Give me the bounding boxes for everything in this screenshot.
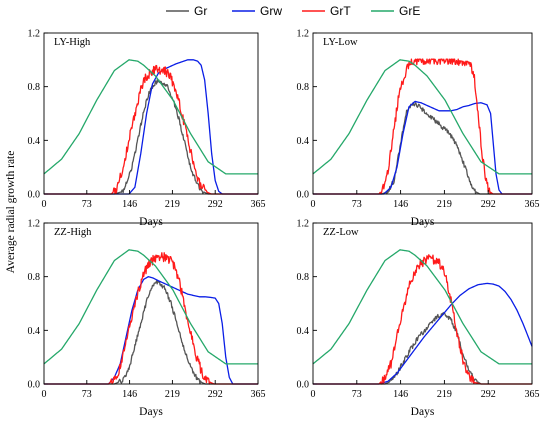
x-axis-label: Days bbox=[139, 216, 163, 228]
x-tick-label: 219 bbox=[437, 389, 452, 400]
x-axis-label: Days bbox=[139, 406, 163, 418]
x-tick-label: 292 bbox=[208, 389, 223, 400]
panels: 0 73 146 219 292 365 0.0 0.4 0.8 1.2 LY-High Days 0 7… bbox=[28, 29, 540, 419]
plot-frame bbox=[43, 32, 259, 195]
x-tick-label: 292 bbox=[208, 199, 223, 210]
x-tick-label: 292 bbox=[481, 199, 496, 210]
legend-label: Gr bbox=[194, 4, 207, 18]
x-tick-label: 146 bbox=[393, 199, 408, 210]
y-tick-label: 0.4 bbox=[297, 136, 310, 147]
y-tick-label: 1.2 bbox=[297, 219, 310, 230]
series-line-gr bbox=[312, 101, 533, 195]
x-axis-label: Days bbox=[411, 216, 435, 228]
legend: Gr Grw GrT GrE bbox=[166, 4, 420, 18]
x-tick-label: 365 bbox=[525, 199, 540, 210]
panel-title: ZZ-High bbox=[54, 227, 92, 238]
panel-title: ZZ-Low bbox=[323, 227, 359, 238]
panel-ly-low: 0 73 146 219 292 365 0.0 0.4 0.8 1.2 LY-Low Days bbox=[297, 29, 540, 229]
series-line-gr bbox=[43, 280, 259, 385]
x-tick-label: 0 bbox=[311, 199, 316, 210]
panel-zz-low: 0 73 146 219 292 365 0.0 0.4 0.8 1.2 ZZ-Low Days bbox=[297, 219, 540, 419]
legend-item-gre: GrE bbox=[371, 4, 420, 18]
x-tick-label: 292 bbox=[481, 389, 496, 400]
x-axis-label: Days bbox=[411, 406, 435, 418]
series-line-grw bbox=[312, 100, 533, 195]
x-tick-label: 365 bbox=[251, 389, 266, 400]
legend-label: GrE bbox=[399, 4, 420, 18]
series-line-grw bbox=[43, 276, 259, 385]
x-tick-label: 0 bbox=[311, 389, 316, 400]
y-tick-label: 0.8 bbox=[297, 82, 310, 93]
y-tick-label: 0.8 bbox=[297, 272, 310, 283]
x-tick-label: 365 bbox=[525, 389, 540, 400]
x-tick-label: 73 bbox=[82, 199, 92, 210]
x-tick-label: 146 bbox=[122, 389, 137, 400]
x-tick-label: 219 bbox=[437, 199, 452, 210]
x-tick-label: 0 bbox=[42, 199, 47, 210]
x-tick-label: 73 bbox=[82, 389, 92, 400]
series-line-gr bbox=[43, 79, 259, 195]
panel-title: LY-Low bbox=[323, 37, 358, 48]
plot-frame bbox=[312, 32, 533, 195]
series-line-gre bbox=[312, 59, 533, 175]
plot-frame bbox=[43, 222, 259, 385]
x-tick-label: 146 bbox=[122, 199, 137, 210]
y-tick-label: 0.8 bbox=[28, 272, 41, 283]
panel-zz-high: 0 73 146 219 292 365 0.0 0.4 0.8 1.2 ZZ-High Days bbox=[28, 219, 266, 419]
y-tick-label: 0.0 bbox=[297, 190, 310, 201]
legend-label: Grw bbox=[260, 4, 282, 18]
y-axis-label: Average radial growth rate bbox=[5, 151, 17, 274]
x-tick-label: 0 bbox=[42, 389, 47, 400]
series-line-gr bbox=[312, 311, 533, 385]
x-tick-label: 219 bbox=[165, 199, 180, 210]
y-tick-label: 1.2 bbox=[28, 29, 41, 40]
y-tick-label: 0.4 bbox=[28, 326, 41, 337]
y-tick-label: 0.0 bbox=[28, 380, 41, 391]
x-tick-label: 146 bbox=[393, 389, 408, 400]
y-tick-label: 0.4 bbox=[28, 136, 41, 147]
x-tick-label: 365 bbox=[251, 199, 266, 210]
y-tick-label: 0.4 bbox=[297, 326, 310, 337]
plot-frame bbox=[312, 222, 533, 385]
series-line-grt bbox=[312, 254, 533, 385]
y-tick-label: 0.0 bbox=[297, 380, 310, 391]
legend-item-grw: Grw bbox=[232, 4, 282, 18]
series-line-gre bbox=[43, 249, 259, 365]
x-tick-label: 219 bbox=[165, 389, 180, 400]
legend-label: GrT bbox=[330, 4, 351, 18]
y-tick-label: 1.2 bbox=[297, 29, 310, 40]
series-line-gre bbox=[312, 249, 533, 365]
y-tick-label: 0.8 bbox=[28, 82, 41, 93]
panel-title: LY-High bbox=[54, 37, 91, 48]
y-tick-label: 0.0 bbox=[28, 190, 41, 201]
series-line-grt bbox=[43, 64, 259, 195]
legend-item-gr: Gr bbox=[166, 4, 207, 18]
legend-item-grt: GrT bbox=[302, 4, 351, 18]
series-line-gre bbox=[43, 59, 259, 175]
x-tick-label: 73 bbox=[352, 389, 362, 400]
y-tick-label: 1.2 bbox=[28, 219, 41, 230]
x-tick-label: 73 bbox=[352, 199, 362, 210]
panel-ly-high: 0 73 146 219 292 365 0.0 0.4 0.8 1.2 LY-High Days bbox=[28, 29, 266, 229]
